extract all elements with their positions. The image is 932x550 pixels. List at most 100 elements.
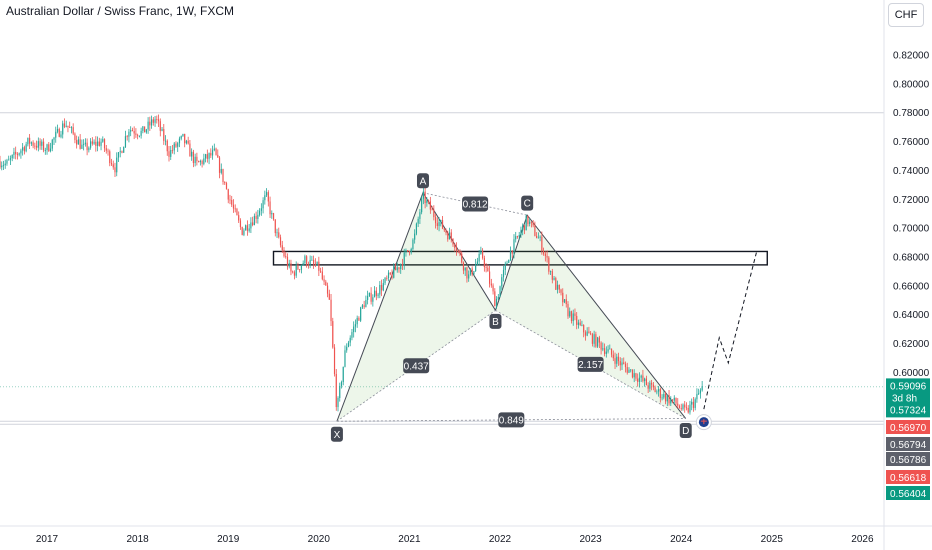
candle-body — [555, 278, 557, 290]
candle-body — [398, 267, 400, 270]
candle-body — [424, 191, 426, 204]
candle-body — [49, 148, 52, 152]
candle-body — [283, 249, 285, 257]
candle-body — [0, 161, 1, 168]
candle-body — [602, 348, 604, 350]
candle-body — [569, 311, 571, 317]
candle-body — [454, 244, 456, 248]
candle-body — [91, 141, 93, 144]
candle-body — [29, 137, 31, 144]
candle-body — [218, 157, 221, 173]
candle-body — [248, 228, 250, 231]
candle-body — [576, 315, 578, 325]
candle-body — [365, 299, 367, 308]
candle-body — [325, 281, 327, 286]
candle-body — [541, 236, 543, 252]
candle-body — [56, 129, 59, 132]
candle-body — [563, 299, 566, 303]
candle-body — [450, 232, 452, 239]
candle-body — [79, 139, 81, 149]
candle-body — [105, 148, 107, 151]
candle-body — [574, 313, 576, 316]
candle-body — [321, 271, 323, 280]
candle-body — [255, 215, 257, 219]
candle-body — [81, 144, 83, 149]
candle-body — [184, 133, 186, 144]
candle-body — [293, 272, 296, 276]
candle-body — [551, 271, 553, 280]
candle-body — [206, 154, 208, 159]
candle-body — [495, 299, 498, 307]
candle-body — [445, 230, 447, 233]
candle-body — [656, 391, 658, 393]
current-price-badge — [886, 378, 930, 418]
candle-body — [62, 123, 64, 135]
ratio-label-box — [403, 358, 430, 374]
candle-body — [621, 362, 623, 366]
candle-body — [361, 305, 363, 308]
candle-body — [220, 168, 222, 173]
candle-body — [144, 126, 146, 133]
candle-body — [326, 285, 329, 294]
candle-body — [30, 142, 32, 144]
candle-body — [231, 199, 233, 205]
candle-body — [90, 141, 92, 148]
candle-body — [562, 292, 564, 303]
candle-body — [42, 141, 45, 151]
candle-body — [360, 307, 362, 321]
candle-body — [159, 121, 161, 131]
candle-body — [482, 250, 484, 259]
candle-body — [229, 199, 231, 201]
candle-body — [210, 153, 212, 156]
flag-icon-mark — [700, 419, 707, 425]
candle-body — [156, 119, 158, 121]
x-tick-label: 2020 — [308, 534, 331, 545]
candle-body — [668, 395, 670, 404]
candle-body — [692, 401, 695, 408]
candle-body — [614, 358, 616, 364]
candle-body — [386, 277, 388, 279]
price-badge-label: 0.56794 — [890, 440, 927, 451]
candle-body — [39, 141, 41, 146]
candle-body — [238, 215, 240, 221]
candle-body — [654, 387, 656, 393]
candle-body — [15, 151, 17, 155]
candle-body — [48, 144, 50, 152]
pattern-point-label: X — [334, 430, 341, 441]
candle-body — [358, 317, 360, 321]
candle-body — [501, 277, 503, 287]
candle-body — [131, 130, 134, 131]
candle-body — [119, 151, 121, 153]
candle-body — [353, 326, 355, 333]
candle-body — [299, 269, 301, 271]
candle-body — [483, 258, 485, 268]
candle-body — [201, 160, 203, 164]
candle-body — [389, 272, 391, 275]
candle-body — [422, 191, 424, 199]
candle-body — [196, 156, 198, 162]
ratio-label: 2.157 — [578, 360, 603, 371]
candle-body — [696, 393, 698, 400]
candle-body — [198, 161, 200, 163]
candle-body — [102, 139, 104, 142]
candle-body — [69, 126, 71, 128]
candle-body — [649, 382, 651, 389]
candle-body — [18, 153, 20, 155]
candle-body — [617, 356, 620, 362]
candle-body — [597, 337, 599, 347]
candle-body — [537, 237, 539, 239]
x-tick-label: 2025 — [761, 534, 784, 545]
y-tick-label: 0.76000 — [893, 137, 930, 148]
candle-body — [135, 133, 137, 135]
candle-body — [295, 265, 297, 276]
candle-body — [558, 284, 560, 290]
candle-body — [455, 247, 458, 251]
candle-body — [367, 295, 369, 300]
candle-body — [300, 265, 303, 270]
candle-body — [93, 141, 95, 144]
candle-body — [678, 405, 681, 409]
candle-body — [523, 225, 526, 231]
candle-body — [666, 395, 668, 402]
currency-button[interactable]: CHF — [888, 3, 924, 27]
